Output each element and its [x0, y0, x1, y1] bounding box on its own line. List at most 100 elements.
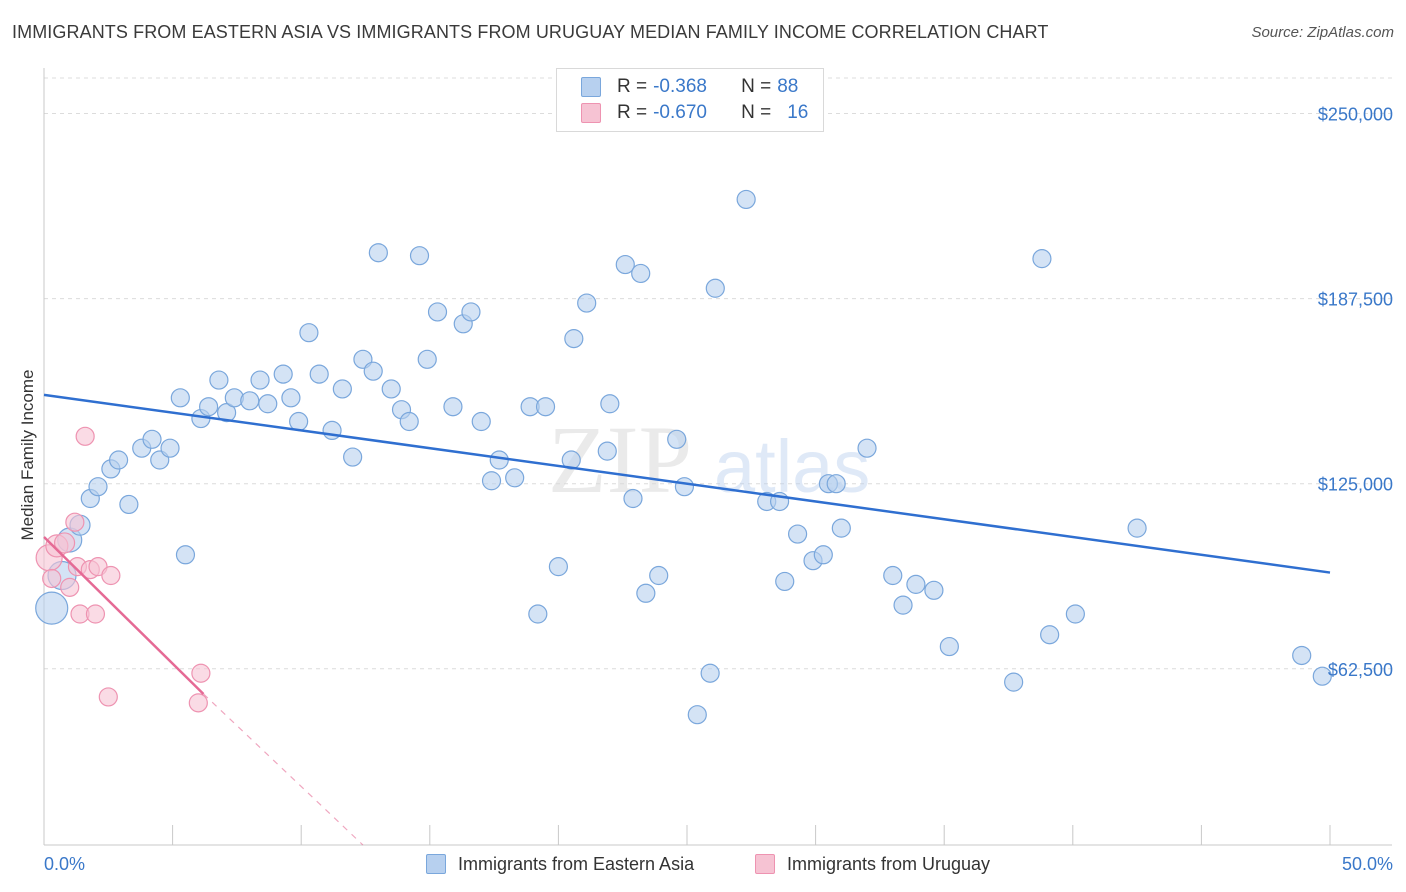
- eastern-asia-point: [1040, 625, 1060, 645]
- eastern-asia-point: [561, 450, 581, 470]
- uruguay-point: [42, 568, 62, 589]
- eastern-asia-point: [667, 429, 687, 449]
- y-tick-label: $62,500: [1328, 660, 1393, 680]
- eastern-asia-point: [893, 595, 913, 615]
- series-uruguay-points: [35, 426, 211, 713]
- eastern-asia-point: [505, 468, 525, 488]
- eastern-asia-point: [883, 565, 903, 586]
- uruguay-point: [191, 663, 211, 683]
- legend-n-label: N =: [741, 102, 772, 123]
- eastern-asia-point: [88, 477, 108, 497]
- eastern-asia-point: [35, 591, 69, 625]
- eastern-asia-point: [597, 441, 617, 461]
- eastern-asia-point: [368, 243, 388, 263]
- eastern-asia-point: [108, 450, 129, 470]
- eastern-asia-point: [687, 705, 707, 725]
- eastern-asia-point: [1004, 672, 1024, 692]
- legend-n-label: N =: [741, 76, 772, 97]
- bottom-legend-swatch-blue: [426, 854, 446, 874]
- correlation-legend: R = -0.368 N = 88 R = -0.670 N = 16: [556, 68, 824, 132]
- uruguay-point: [101, 565, 121, 586]
- eastern-asia-point: [775, 571, 795, 592]
- uruguay-point: [85, 604, 106, 624]
- eastern-asia-point: [258, 394, 278, 414]
- uruguay-point: [188, 693, 208, 713]
- eastern-asia-point: [787, 524, 808, 544]
- eastern-asia-point: [548, 557, 569, 577]
- uruguay-point: [75, 426, 95, 446]
- eastern-asia-point: [631, 263, 651, 284]
- eastern-asia-point: [217, 403, 237, 423]
- eastern-asia-point: [142, 429, 162, 449]
- uruguay-trend-extension: [203, 693, 364, 846]
- eastern-asia-point: [1312, 666, 1332, 686]
- eastern-asia-point: [343, 447, 363, 467]
- eastern-asia-point: [564, 329, 584, 349]
- eastern-asia-point: [700, 663, 720, 683]
- bottom-legend-label: Immigrants from Eastern Asia: [458, 853, 695, 874]
- eastern-asia-point: [409, 246, 430, 266]
- y-tick-label: $187,500: [1318, 290, 1393, 310]
- eastern-asia-point: [309, 364, 329, 384]
- eastern-asia-point: [826, 474, 846, 494]
- bottom-legend-swatch-pink: [755, 854, 775, 874]
- eastern-asia-point: [209, 370, 229, 390]
- eastern-asia-point: [427, 302, 448, 322]
- eastern-asia-point: [119, 494, 139, 515]
- eastern-asia-point: [199, 397, 219, 417]
- eastern-asia-point: [299, 323, 319, 343]
- eastern-asia-point: [332, 379, 352, 399]
- uruguay-point: [53, 532, 76, 554]
- legend-r-value: -0.670: [653, 102, 707, 123]
- eastern-asia-point: [577, 293, 597, 313]
- eastern-asia-point: [649, 565, 669, 586]
- tick-labels: $62,500 $125,000 $187,500 $250,000 0.0% 50.0%: [44, 105, 1393, 874]
- x-tick-label-max: 50.0%: [1342, 854, 1393, 874]
- y-tick-label: $125,000: [1318, 475, 1393, 495]
- legend-row-uruguay: R = -0.670 N = 16: [581, 100, 808, 126]
- axes: [43, 68, 1392, 846]
- eastern-asia-point: [461, 302, 481, 322]
- legend-n-value: 16: [787, 102, 809, 123]
- chart-title: IMMIGRANTS FROM EASTERN ASIA VS IMMIGRAN…: [12, 22, 1049, 42]
- eastern-asia-point: [623, 488, 643, 509]
- eastern-asia-point: [399, 411, 419, 432]
- eastern-asia-point: [705, 278, 725, 298]
- uruguay-point: [65, 512, 85, 532]
- eastern-asia-point: [443, 397, 463, 417]
- eastern-asia-point: [250, 370, 270, 390]
- eastern-asia-point: [1292, 645, 1312, 666]
- uruguay-point: [98, 687, 118, 707]
- bottom-legend-uruguay: Immigrants from Uruguay: [755, 852, 990, 876]
- eastern-asia-point: [924, 580, 944, 600]
- source-credit: Source: ZipAtlas.com: [1251, 24, 1394, 41]
- eastern-asia-point: [813, 545, 833, 565]
- eastern-asia-point: [600, 394, 620, 414]
- legend-swatch-pink: [581, 103, 601, 123]
- legend-swatch-blue: [581, 77, 601, 97]
- eastern-asia-point: [1065, 604, 1085, 624]
- eastern-asia-point: [939, 636, 959, 657]
- eastern-asia-point: [528, 604, 548, 624]
- series-eastern-asia-points: [35, 189, 1332, 725]
- trend-lines: [43, 393, 1331, 846]
- eastern-asia-point: [160, 438, 180, 458]
- eastern-asia-point: [471, 411, 491, 432]
- eastern-asia-point: [224, 388, 244, 408]
- eastern-asia-point: [736, 189, 756, 210]
- eastern-asia-point: [481, 471, 502, 491]
- eastern-asia-point: [636, 583, 656, 603]
- uruguay-trend-line: [43, 536, 205, 695]
- eastern-asia-point: [1032, 249, 1052, 269]
- eastern-asia-point: [289, 411, 309, 432]
- eastern-asia-point: [273, 364, 293, 384]
- eastern-asia-point: [906, 574, 926, 594]
- eastern-asia-point: [615, 254, 635, 275]
- legend-r-value: -0.368: [653, 76, 707, 97]
- eastern-asia-point: [674, 477, 695, 497]
- bottom-legend-eastern-asia: Immigrants from Eastern Asia: [426, 852, 694, 876]
- legend-row-eastern-asia: R = -0.368 N = 88: [581, 74, 798, 100]
- x-tick-label-min: 0.0%: [44, 854, 85, 874]
- eastern-asia-point: [857, 438, 877, 458]
